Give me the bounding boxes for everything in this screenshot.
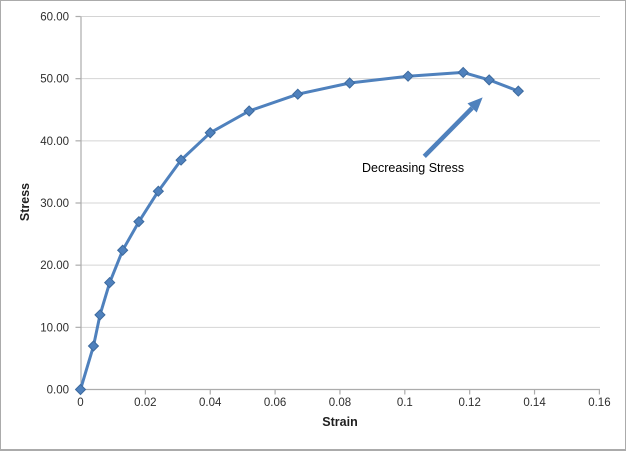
x-tick-label: 0.02 xyxy=(134,397,156,409)
data-point-marker xyxy=(457,66,469,79)
data-point-marker xyxy=(175,154,187,166)
data-point-marker xyxy=(103,276,116,289)
data-point-marker xyxy=(512,85,525,97)
x-tick-label: 0.14 xyxy=(523,397,546,409)
y-tick-label: 40.00 xyxy=(40,136,69,148)
y-tick-label: 20.00 xyxy=(40,260,69,272)
annotation-text: Decreasing Stress xyxy=(362,161,465,175)
data-point-marker xyxy=(133,215,145,228)
x-tick-label: 0.08 xyxy=(329,397,351,409)
x-axis-title: Strain xyxy=(322,415,358,429)
x-tick-label: 0.16 xyxy=(588,397,610,409)
data-point-marker xyxy=(116,244,129,256)
data-point-marker xyxy=(74,383,87,396)
y-tick-label: 50.00 xyxy=(40,74,69,86)
annotation-arrow-head xyxy=(467,97,483,113)
y-tick-label: 0.00 xyxy=(47,385,69,397)
x-tick-label: 0.04 xyxy=(199,397,222,409)
data-point-marker xyxy=(87,340,100,352)
data-point-marker xyxy=(402,70,414,82)
y-tick-label: 10.00 xyxy=(40,322,69,334)
x-tick-label: 0.1 xyxy=(397,397,413,409)
data-point-marker xyxy=(204,127,216,139)
y-tick-label: 60.00 xyxy=(40,12,69,24)
x-tick-label: 0.12 xyxy=(458,397,480,409)
annotation-arrow-shaft xyxy=(422,106,474,158)
data-point-marker xyxy=(94,309,106,321)
data-point-marker xyxy=(343,77,356,89)
x-tick-label: 0.06 xyxy=(264,397,286,409)
data-point-marker xyxy=(152,185,165,197)
series-line xyxy=(79,70,520,391)
data-point-marker xyxy=(243,105,255,117)
y-tick-label: 30.00 xyxy=(40,198,69,210)
data-point-marker xyxy=(483,74,495,86)
data-point-marker xyxy=(292,88,304,100)
y-axis-title: Stress xyxy=(18,182,32,222)
x-tick-label: 0 xyxy=(77,397,83,409)
